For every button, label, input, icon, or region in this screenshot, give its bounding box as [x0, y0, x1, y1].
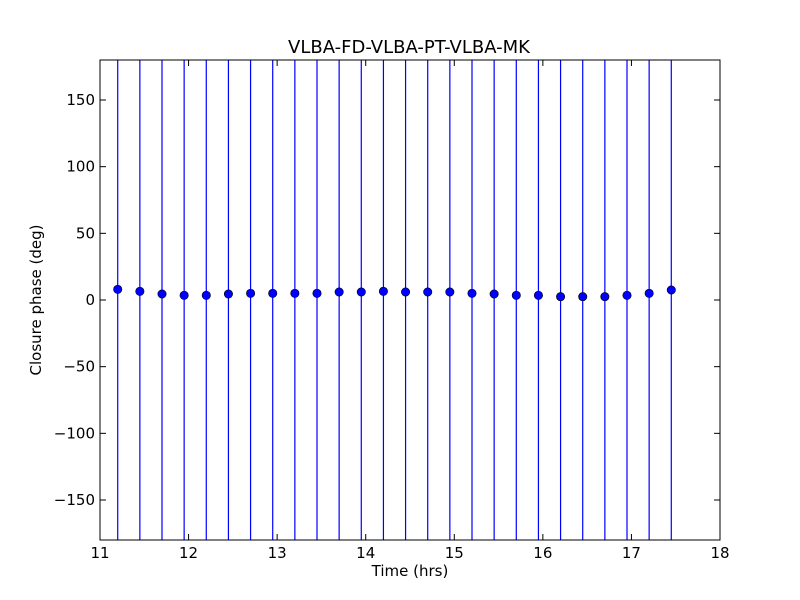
x-tick-label: 11 — [90, 544, 109, 562]
x-axis-label: Time (hrs) — [371, 562, 449, 580]
data-point — [401, 287, 411, 297]
y-tick-label: −150 — [54, 491, 95, 509]
x-tick-label: 13 — [268, 544, 287, 562]
data-point — [467, 288, 477, 298]
data-point — [356, 287, 366, 297]
y-tick-label: −100 — [54, 424, 95, 442]
data-point — [157, 289, 167, 299]
y-tick-label: −50 — [63, 358, 95, 376]
y-tick-label: 150 — [66, 91, 95, 109]
y-tick-label: 50 — [76, 224, 95, 242]
data-point — [179, 290, 189, 300]
data-point — [113, 284, 123, 294]
data-point — [533, 290, 543, 300]
data-point — [423, 287, 433, 297]
data-point — [290, 288, 300, 298]
data-point — [556, 292, 566, 302]
data-point — [445, 287, 455, 297]
x-tick-label: 16 — [533, 544, 552, 562]
x-tick-label: 14 — [356, 544, 375, 562]
data-point — [268, 288, 278, 298]
y-tick-label: 100 — [66, 158, 95, 176]
data-point — [223, 289, 233, 299]
data-point — [135, 286, 145, 296]
data-point — [334, 287, 344, 297]
data-point — [666, 285, 676, 295]
y-tick-label: 0 — [85, 291, 95, 309]
error-bars — [117, 60, 672, 540]
x-axis-ticks: 11 12 13 14 15 16 17 18 — [90, 60, 730, 562]
data-points — [113, 284, 676, 302]
data-point — [489, 289, 499, 299]
data-point — [578, 292, 588, 302]
y-axis-label: Closure phase (deg) — [27, 225, 45, 376]
data-point — [622, 290, 632, 300]
x-tick-label: 17 — [622, 544, 641, 562]
data-point — [644, 288, 654, 298]
x-tick-label: 15 — [445, 544, 464, 562]
data-point — [312, 288, 322, 298]
data-point — [378, 286, 388, 296]
y-axis-ticks: −150 −100 −50 0 50 100 150 — [54, 91, 720, 509]
x-tick-label: 12 — [179, 544, 198, 562]
data-point — [246, 288, 256, 298]
data-point — [600, 292, 610, 302]
data-point — [201, 290, 211, 300]
chart-title: VLBA-FD-VLBA-PT-VLBA-MK — [288, 37, 531, 58]
data-point — [511, 290, 521, 300]
x-tick-label: 18 — [710, 544, 729, 562]
